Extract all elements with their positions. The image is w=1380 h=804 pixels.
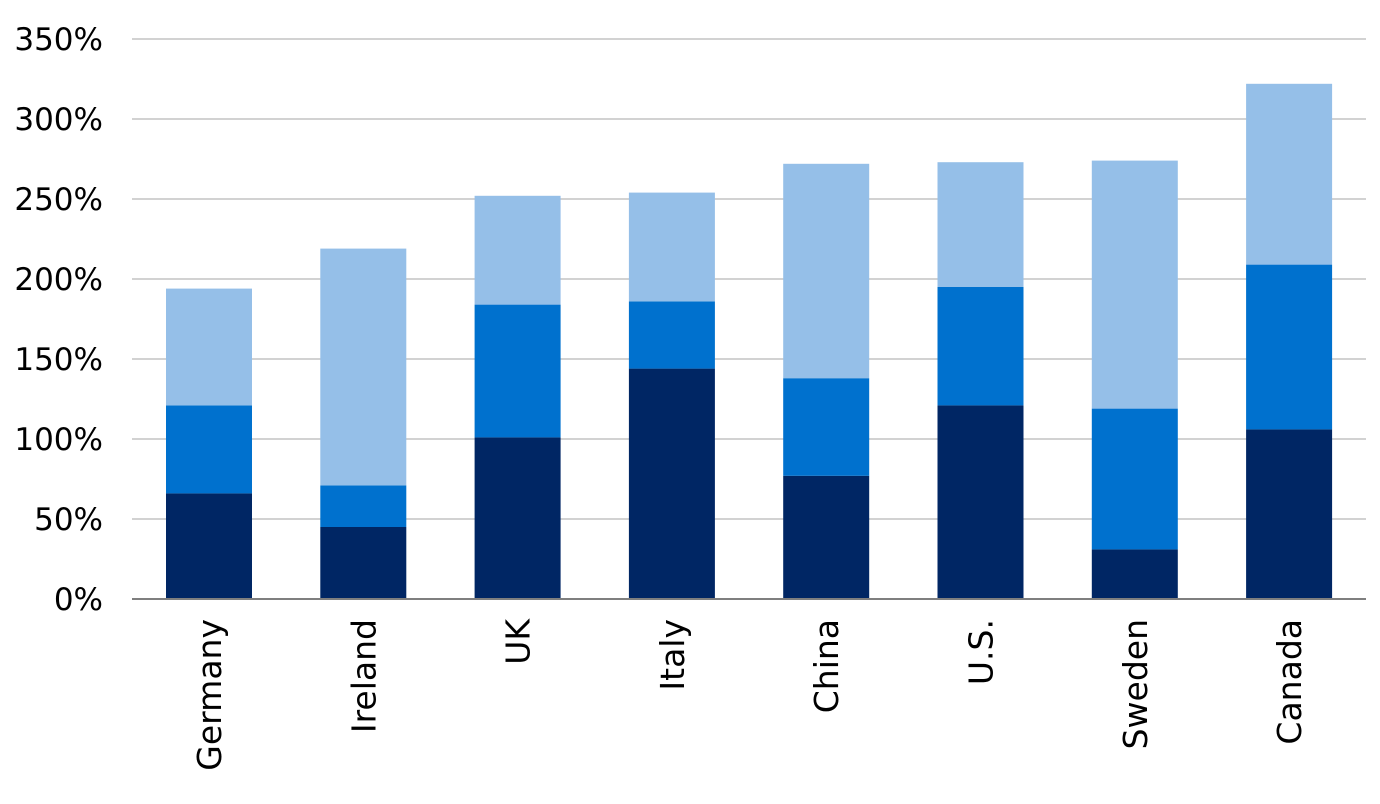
- y-tick-label: 250%: [14, 182, 103, 218]
- bar-segment: [937, 287, 1024, 406]
- x-category-label: China: [807, 619, 846, 713]
- bar-segment: [783, 475, 870, 599]
- bar-segment: [320, 527, 407, 599]
- bar-segment: [628, 192, 715, 302]
- bar-segment: [474, 195, 561, 305]
- x-category-label: Sweden: [1116, 619, 1155, 749]
- bar-segment: [320, 485, 407, 527]
- y-tick-label: 150%: [14, 342, 103, 378]
- x-category-label: UK: [499, 618, 538, 665]
- y-tick-label: 0%: [54, 582, 103, 618]
- bar-segment: [474, 437, 561, 599]
- bar-segment: [937, 162, 1024, 287]
- y-tick-label: 200%: [14, 262, 103, 298]
- bar-segment: [1246, 83, 1333, 265]
- bar-segment: [1091, 160, 1178, 409]
- bar-segment: [1091, 408, 1178, 550]
- bar-segment: [1246, 429, 1333, 599]
- bar-segment: [166, 288, 252, 406]
- x-axis-category-labels: Germany Ireland UK Italy China U.S. Sweden Cana…: [190, 618, 1309, 771]
- bar-segment: [166, 405, 252, 494]
- x-category-label: U.S.: [962, 619, 1001, 685]
- bar-segment: [1246, 264, 1333, 430]
- bar-segment: [628, 301, 715, 369]
- y-tick-label: 350%: [14, 22, 103, 58]
- bar-segment: [783, 163, 870, 379]
- y-tick-label: 300%: [14, 102, 103, 138]
- bar-segment: [320, 248, 407, 486]
- y-axis-tick-labels: 0% 50% 100% 150% 200% 250% 300% 350%: [14, 22, 103, 618]
- y-tick-label: 50%: [34, 502, 103, 538]
- bar-segment: [783, 378, 870, 476]
- bar-segment: [1091, 549, 1178, 599]
- bars: [166, 83, 1333, 599]
- x-category-label: Germany: [190, 619, 229, 771]
- bar-segment: [628, 368, 715, 599]
- x-category-label: Canada: [1270, 619, 1309, 745]
- bar-segment: [166, 493, 252, 599]
- gridlines: [132, 38, 1366, 520]
- x-category-label: Italy: [653, 619, 692, 691]
- x-category-label: Ireland: [344, 619, 383, 733]
- bar-segment: [474, 304, 561, 438]
- y-tick-label: 100%: [14, 422, 103, 458]
- bar-segment: [937, 405, 1024, 599]
